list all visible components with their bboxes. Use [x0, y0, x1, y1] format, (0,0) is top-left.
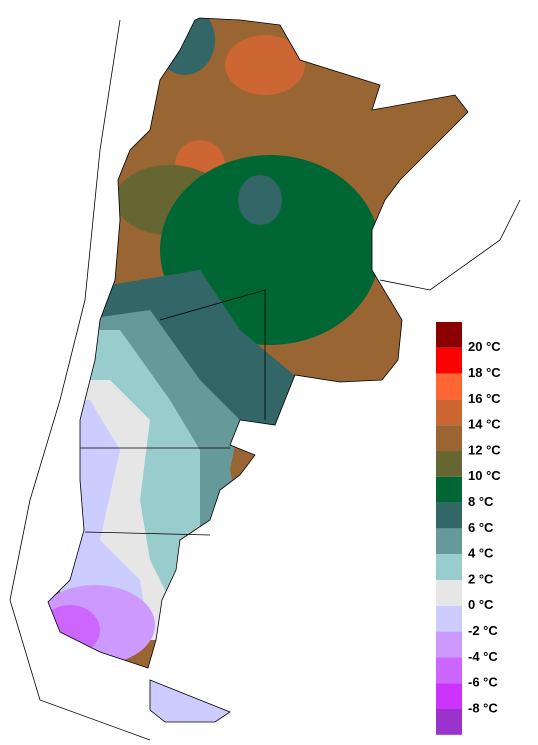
legend-label: -4 °C — [468, 649, 498, 664]
legend-swatch — [436, 528, 462, 555]
legend-label: 12 °C — [468, 442, 501, 457]
legend-label: 10 °C — [468, 468, 501, 483]
legend-label: 2 °C — [468, 571, 494, 586]
legend-label: -8 °C — [468, 700, 498, 715]
legend-swatch — [436, 451, 462, 477]
legend-label: 4 °C — [468, 546, 494, 561]
legend-label: -6 °C — [468, 675, 498, 690]
legend-swatch — [436, 554, 462, 580]
legend-swatch — [436, 373, 462, 400]
legend-swatch — [436, 502, 462, 529]
legend-label: 14 °C — [468, 417, 501, 432]
legend-swatch — [436, 657, 462, 684]
legend-swatch — [436, 631, 462, 658]
legend-swatch — [436, 605, 462, 632]
borders — [9, 17, 521, 741]
legend-label: 16 °C — [468, 391, 501, 406]
legend-swatch — [436, 709, 462, 735]
legend-swatch — [436, 580, 462, 606]
legend-swatch — [436, 683, 462, 709]
legend-swatch — [436, 425, 462, 451]
legend-swatch — [436, 399, 462, 426]
legend-label: 0 °C — [468, 597, 494, 612]
legend-swatch — [436, 322, 462, 348]
legend-label: 18 °C — [468, 365, 501, 380]
legend-label: 8 °C — [468, 494, 494, 509]
legend-label: -2 °C — [468, 623, 498, 638]
legend-swatch — [436, 476, 462, 503]
legend-swatch — [436, 347, 462, 374]
legend-label: 6 °C — [468, 520, 494, 535]
legend-label: 20 °C — [468, 339, 501, 354]
